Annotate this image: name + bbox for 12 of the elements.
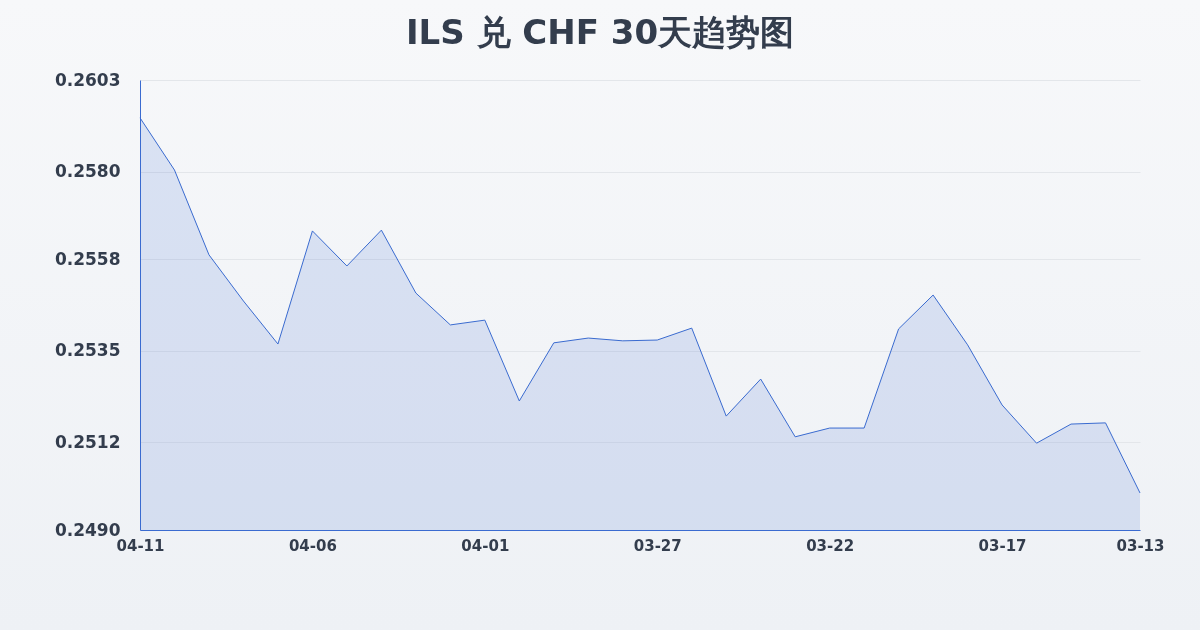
y-tick-label: 0.2558 — [54, 248, 121, 269]
x-tick-label: 04-06 — [288, 536, 337, 555]
x-tick-label: 03-27 — [633, 536, 682, 555]
y-tick-label: 0.2580 — [54, 161, 121, 182]
x-tick-label: 03-22 — [806, 536, 855, 555]
y-tick-label: 0.2512 — [54, 431, 121, 452]
x-tick-label: 03-13 — [1116, 536, 1165, 555]
y-tick-label: 0.2603 — [54, 69, 121, 90]
chart-title: ILS 兑 CHF 30天趋势图 — [405, 12, 795, 52]
y-tick-label: 0.2535 — [54, 340, 121, 361]
x-tick-label: 04-01 — [461, 536, 510, 555]
x-tick-label: 03-17 — [978, 536, 1027, 555]
